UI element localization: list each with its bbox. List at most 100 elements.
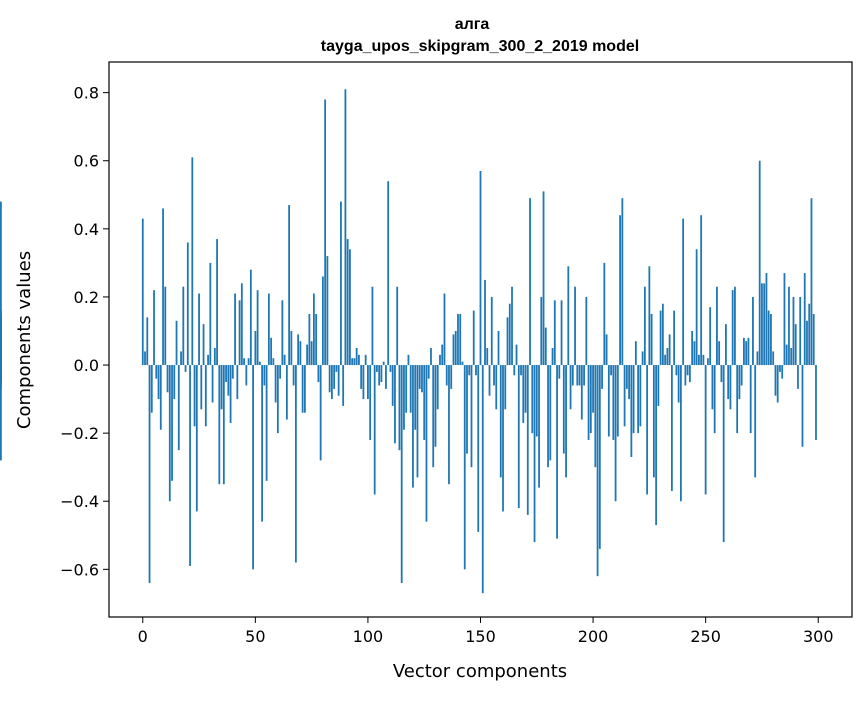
bar-160 [502,365,504,512]
bar-49 [252,365,254,570]
y-tick-label: −0.4 [60,492,99,511]
bar-182 [551,348,554,366]
bar-11 [166,365,169,393]
bar-26 [200,365,203,410]
bar-146 [470,365,473,468]
bar-4 [150,365,153,413]
bar-227 [652,365,655,478]
bar-175 [535,365,538,437]
bar-74 [308,313,311,366]
bar-165 [513,365,516,376]
bar-219 [634,341,637,366]
bar-274 [758,160,761,366]
bar-126 [425,365,428,522]
bar-120 [412,365,414,488]
x-axis-ticks: 0 50 100 150 200 250 300 [138,617,834,646]
bar-221 [639,365,642,427]
bar-242 [686,365,689,376]
bar-81 [324,99,327,366]
bar-58 [272,358,275,366]
bar-282 [776,365,779,403]
x-tick-label: 300 [803,627,834,646]
bar-116 [403,365,405,430]
bar-79 [319,365,322,461]
bar-139 [454,330,457,366]
bar-95 [355,348,358,366]
bar-92 [349,249,351,366]
bar-171 [526,365,529,515]
y-tick-label: −0.6 [60,560,99,579]
bar-80 [321,276,324,366]
bar-134 [443,293,446,366]
bar-272 [754,365,757,478]
bar-222 [641,351,644,366]
bar-205 [603,262,606,366]
bar-199 [589,365,592,434]
bar-210 [614,365,617,502]
bar-279 [770,313,772,366]
bar-19 [184,365,187,372]
bar-208 [610,365,612,376]
bar-83 [328,365,331,393]
bar-56 [267,293,270,366]
bar-85 [333,365,336,389]
bar-155 [490,296,493,366]
bar-246 [695,249,698,366]
bar-201 [594,365,597,468]
bar-76 [312,293,315,366]
bar-198 [587,365,590,440]
y-tick-label: 0.8 [74,84,99,103]
bar-60 [276,365,279,434]
bar-133 [441,344,444,366]
bar-69 [297,334,300,366]
bar-23 [193,365,196,427]
bar-77 [315,313,318,366]
bar-50 [254,330,257,366]
bar-237 [675,365,678,376]
bar-172 [529,198,531,366]
bar-192 [574,286,576,366]
bar-104 [376,365,378,372]
bar-undefined [0,201,2,366]
bar-216 [628,365,630,400]
bar-15 [175,320,178,366]
bar-129 [432,365,435,468]
bar-285 [783,273,786,366]
bar-98 [362,365,365,400]
bar-141 [459,313,462,366]
bar-223 [643,286,646,366]
bar-217 [630,365,633,457]
bar-289 [792,296,795,366]
bar-226 [650,313,653,366]
bar-181 [549,365,552,461]
bar-234 [668,334,671,366]
bar-89 [342,365,345,406]
bar-39 [229,365,232,423]
bar-105 [378,365,381,386]
bar-36 [222,365,225,485]
y-tick-label: 0.0 [74,356,99,375]
bar-233 [666,348,669,366]
bar-117 [405,365,408,413]
bar-48 [249,269,252,366]
bar-31 [211,365,214,403]
bar-290 [794,324,797,366]
bar-288 [790,348,793,366]
bar-53 [261,365,263,522]
bar-75 [310,341,313,366]
bar-173 [531,365,534,434]
bar-93 [351,358,354,366]
bar-213 [621,198,624,366]
bar-33 [216,239,218,366]
bar-112 [394,365,396,444]
bar-276 [763,283,766,366]
bar-54 [263,365,266,386]
bar-12 [168,365,171,502]
bar-163 [508,303,511,366]
bar-292 [799,296,802,366]
bar-147 [472,310,475,366]
bar-84 [331,365,333,400]
bar-180 [547,365,549,468]
bar-61 [279,365,282,379]
